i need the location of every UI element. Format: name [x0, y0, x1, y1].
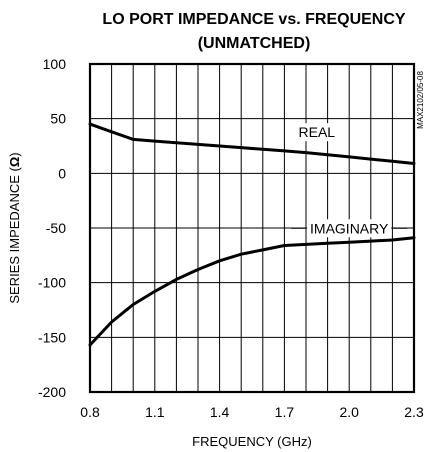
y-tick-label: 50 — [50, 111, 66, 127]
y-tick-label: -200 — [38, 384, 66, 400]
series-group — [88, 122, 416, 347]
y-axis-label: SERIES IMPEDANCE (Ω) — [7, 152, 22, 303]
figure-code: MAX2102/05-08 — [416, 71, 425, 129]
y-tick-label: 0 — [58, 165, 66, 181]
y-tick-label: 100 — [43, 56, 67, 72]
x-axis-label: FREQUENCY (GHz) — [192, 434, 312, 449]
x-tick-label: 1.7 — [275, 404, 295, 420]
y-axis-label-main: SERIES IMPEDANCE ( — [7, 166, 22, 303]
y-tick-label: -50 — [46, 220, 66, 236]
x-tick-label: 1.4 — [210, 404, 230, 420]
series-label-imaginary-bg — [307, 219, 392, 238]
series-line-imaginary — [88, 236, 416, 347]
series-label-real: REAL — [299, 124, 336, 140]
series-label-imaginary: IMAGINARY — [310, 220, 389, 236]
x-tick-label: 2.0 — [339, 404, 359, 420]
y-axis-label-unit: Ω — [7, 157, 22, 167]
x-tick-label: 2.3 — [404, 404, 424, 420]
series-labels: REAL IMAGINARY — [291, 123, 408, 238]
series-label-real-bg — [294, 123, 339, 142]
y-tick-label: -150 — [38, 329, 66, 345]
y-axis-label-close: ) — [7, 152, 22, 156]
y-tick-label: -100 — [38, 275, 66, 291]
x-tick-label: 1.1 — [145, 404, 165, 420]
chart-title: LO PORT IMPEDANCE vs. FREQUENCY — [102, 11, 405, 28]
series-line-real — [88, 122, 416, 165]
x-axis-ticks: 0.8 1.1 1.4 1.7 2.0 2.3 — [80, 404, 424, 420]
chart-subtitle: (UNMATCHED) — [198, 35, 311, 52]
y-axis-ticks: 100 50 0 -50 -100 -150 -200 — [38, 56, 66, 400]
x-tick-label: 0.8 — [80, 404, 100, 420]
plot-frame — [88, 62, 416, 394]
